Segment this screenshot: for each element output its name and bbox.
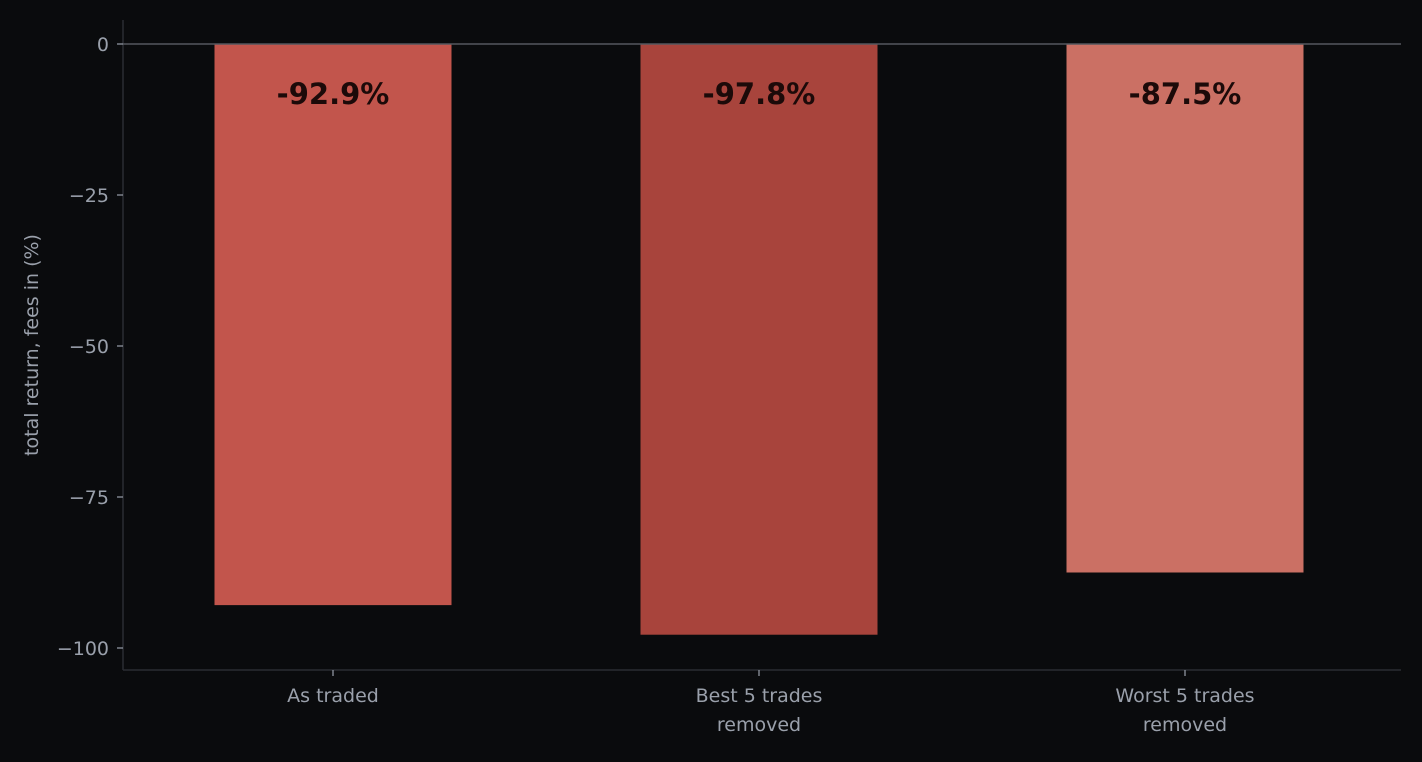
x-tick-label: Worst 5 trades removed [1115,685,1254,736]
x-tick-label: As traded [287,685,379,707]
x-tick-label: Best 5 trades removed [696,685,823,736]
bar [1066,44,1304,573]
data-labels: -92.9% -97.8% -87.5% [277,77,1242,111]
y-tick-label: −50 [69,336,109,358]
bars [123,43,1401,635]
y-tick-label: −75 [69,487,109,509]
x-tick-label-line: removed [717,714,801,736]
x-tick-label-line: removed [1143,714,1227,736]
x-tick-label-line: As traded [287,685,379,707]
y-axis-title: total return, fees in (%) [21,234,43,456]
y-tick-label: 0 [97,34,109,56]
bar-value-label: -87.5% [1129,77,1242,111]
y-tick-label: −25 [69,185,109,207]
y-tick-label: −100 [57,638,109,660]
x-tick-label-line: Worst 5 trades [1115,685,1254,707]
y-axis: 0 −25 −50 −75 −100 [57,20,124,670]
x-tick-label-line: Best 5 trades [696,685,823,707]
bar-value-label: -97.8% [703,77,816,111]
bar-value-label: -92.9% [277,77,390,111]
bar [214,44,452,606]
bar [640,44,878,635]
